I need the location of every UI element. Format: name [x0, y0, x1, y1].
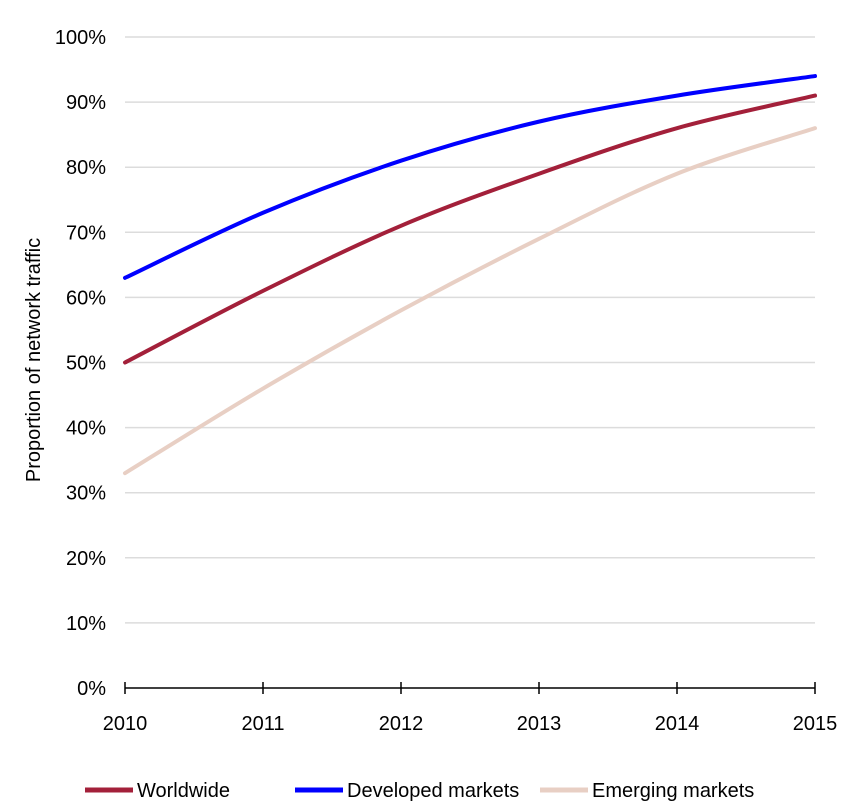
y-tick-label: 70% [66, 222, 106, 244]
y-tick-label: 60% [66, 287, 106, 309]
legend: Worldwide Developed markets Emerging marke… [85, 780, 754, 802]
y-axis-label: Proportion of network traffic [23, 238, 45, 482]
x-tick-label: 2013 [517, 713, 562, 735]
y-tick-label: 20% [66, 548, 106, 570]
y-tick-label: 100% [55, 27, 106, 49]
y-tick-label: 40% [66, 418, 106, 440]
legend-label: Worldwide [137, 780, 230, 802]
x-tick-label: 2010 [103, 713, 148, 735]
x-tick-label: 2014 [655, 713, 700, 735]
y-tick-label: 30% [66, 483, 106, 505]
y-tick-label: 80% [66, 157, 106, 179]
series-line-developed-markets [123, 74, 817, 280]
y-tick-label: 90% [66, 92, 106, 114]
axes [124, 682, 816, 694]
series-line-emerging-markets [123, 126, 817, 476]
x-tick-label: 2011 [241, 713, 284, 735]
series-lines [123, 74, 817, 476]
x-axis-tick-labels: 2010 2011 2012 2013 2014 2015 [103, 713, 838, 735]
x-tick-label: 2012 [379, 713, 424, 735]
legend-label: Developed markets [347, 780, 519, 802]
x-tick-label: 2015 [793, 713, 838, 735]
y-axis-tick-labels: 0% 10% 20% 30% 40% 50% 60% 70% 80% 90% 100% [55, 27, 106, 700]
gridlines [125, 36, 815, 624]
y-tick-label: 10% [66, 613, 106, 635]
legend-label: Emerging markets [592, 780, 754, 802]
series-line-worldwide [123, 93, 817, 365]
y-tick-label: 0% [77, 678, 106, 700]
y-tick-label: 50% [66, 353, 106, 375]
